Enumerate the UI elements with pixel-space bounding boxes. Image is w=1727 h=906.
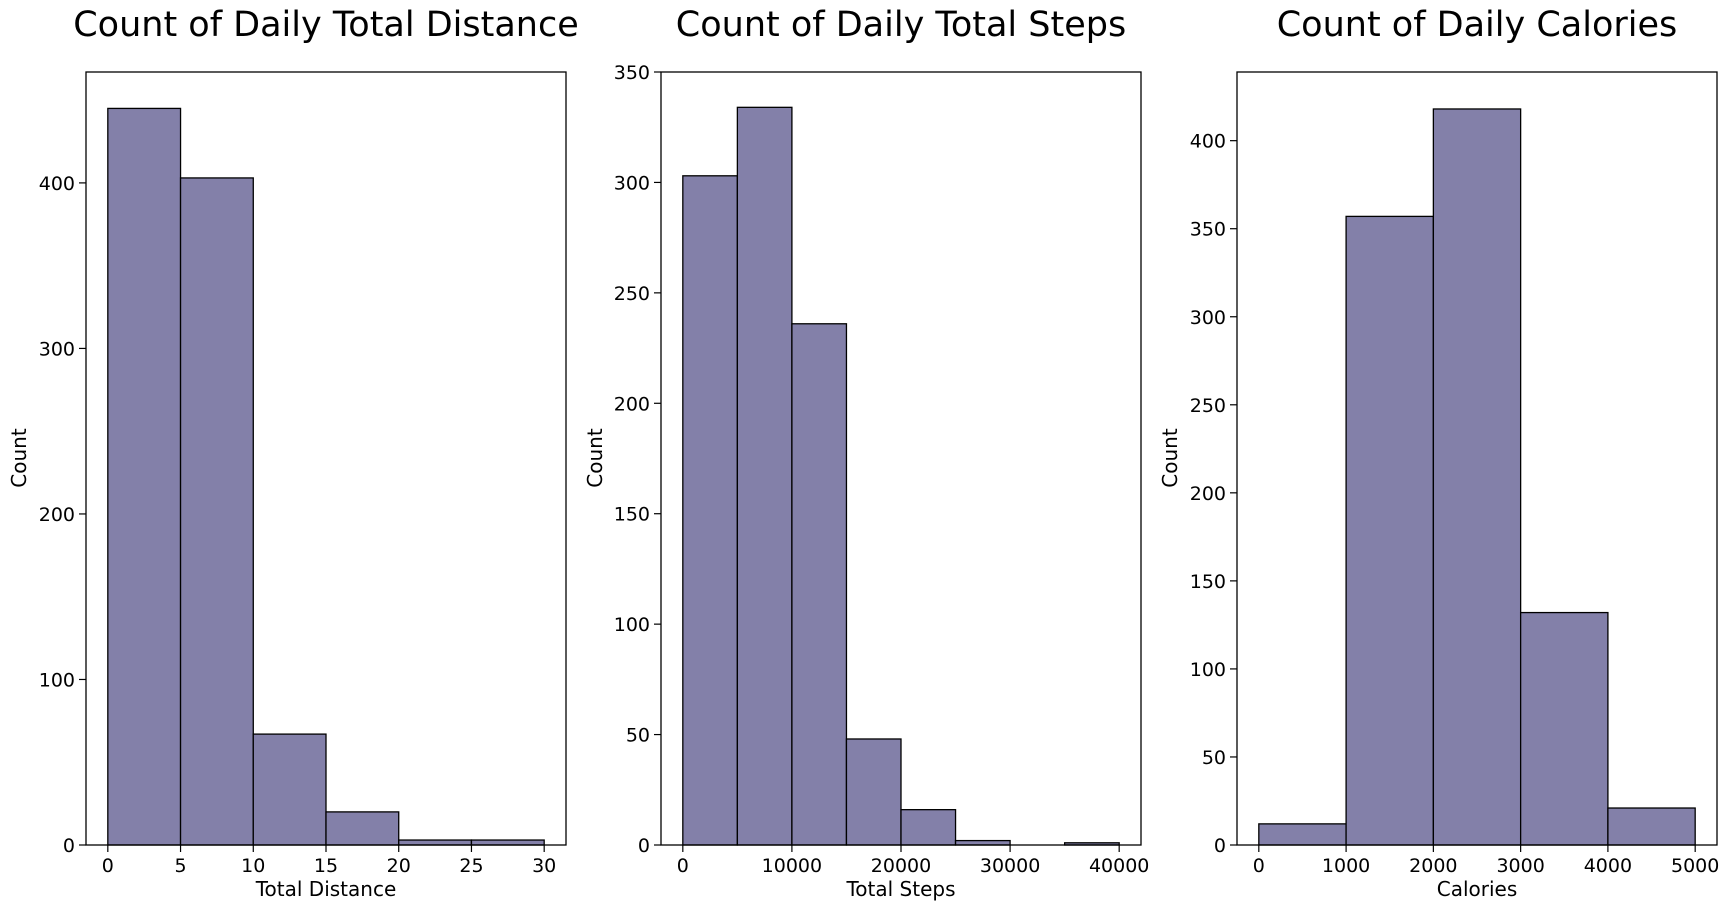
x-tick-label: 3000 [1496, 855, 1544, 877]
y-tick-label: 350 [614, 62, 650, 84]
x-tick-label: 0 [1253, 855, 1265, 877]
histogram-bar [1519, 611, 1609, 846]
panel-total-distance: Count of Daily Total Distance 0 5 10 15 20 25… [7, 5, 579, 901]
y-tick-label: 150 [614, 504, 650, 526]
y-tick-label: 200 [1190, 483, 1226, 505]
x-axis-ticks: 0 10000 20000 30000 40000 [677, 845, 1149, 877]
plot-frame [1236, 71, 1718, 846]
histogram-bar [252, 733, 327, 846]
x-axis-ticks: 0 5 10 15 20 25 30 [102, 845, 556, 877]
histogram-bar [682, 175, 739, 846]
y-tick-label: 150 [1190, 571, 1226, 593]
x-axis-ticks: 0 1000 2000 3000 4000 5000 [1253, 845, 1719, 877]
panel-calories: Count of Daily Calories 0 1000 2000 3000 400… [1158, 5, 1719, 901]
x-axis-label: Calories [1437, 877, 1518, 901]
histogram-bar [1607, 807, 1696, 846]
x-tick-label: 40000 [1089, 855, 1149, 877]
chart-title: Count of Daily Total Steps [676, 5, 1126, 45]
histogram-bar [470, 839, 545, 846]
bars-group [682, 106, 1120, 846]
x-tick-label: 30000 [980, 855, 1040, 877]
histogram-bar [1345, 215, 1435, 846]
x-tick-label: 0 [677, 855, 689, 877]
x-tick-label: 15 [314, 855, 338, 877]
y-tick-label: 0 [638, 835, 650, 857]
x-tick-label: 2000 [1409, 855, 1457, 877]
y-tick-label: 350 [1190, 219, 1226, 241]
panel-total-steps: Count of Daily Total Steps 0 10000 20000 30… [583, 5, 1149, 901]
histogram-bar [845, 738, 902, 846]
y-tick-label: 300 [1190, 307, 1226, 329]
x-tick-label: 20000 [871, 855, 931, 877]
y-tick-label: 250 [614, 283, 650, 305]
x-tick-label: 10 [241, 855, 265, 877]
histogram-bar [1432, 108, 1522, 846]
y-tick-label: 50 [1202, 747, 1226, 769]
histogram-bar [736, 106, 793, 846]
x-tick-label: 5 [174, 855, 186, 877]
y-tick-label: 100 [1190, 659, 1226, 681]
histogram-bar [398, 839, 473, 846]
x-tick-label: 10000 [762, 855, 822, 877]
y-tick-label: 0 [63, 835, 75, 857]
y-axis-label: Count [583, 428, 607, 488]
y-axis-label: Count [1158, 428, 1182, 488]
x-tick-label: 30 [532, 855, 556, 877]
y-axis-ticks: 0 100 200 300 400 [39, 173, 86, 857]
y-tick-label: 400 [39, 173, 75, 195]
chart-title: Count of Daily Total Distance [73, 5, 579, 45]
y-tick-label: 0 [1214, 835, 1226, 857]
x-tick-label: 1000 [1322, 855, 1370, 877]
y-axis-ticks: 0 50 100 150 200 250 300 350 [614, 62, 661, 857]
bars-group [107, 107, 545, 846]
y-tick-label: 300 [39, 338, 75, 360]
x-tick-label: 0 [102, 855, 114, 877]
x-axis-label: Total Steps [845, 877, 955, 901]
histogram-bar [900, 809, 957, 846]
y-tick-label: 200 [39, 504, 75, 526]
y-axis-ticks: 0 50 100 150 200 250 300 350 400 [1190, 131, 1237, 857]
x-tick-label: 5000 [1671, 855, 1719, 877]
histogram-bar [791, 323, 848, 846]
bars-group [1258, 108, 1696, 846]
x-axis-label: Total Distance [255, 877, 397, 901]
y-tick-label: 100 [39, 669, 75, 691]
x-tick-label: 25 [459, 855, 483, 877]
y-tick-label: 50 [626, 725, 650, 747]
histogram-bar [325, 811, 400, 846]
x-tick-label: 4000 [1584, 855, 1632, 877]
y-axis-label: Count [7, 428, 31, 488]
chart-title: Count of Daily Calories [1277, 5, 1678, 45]
y-tick-label: 300 [614, 172, 650, 194]
y-tick-label: 250 [1190, 395, 1226, 417]
y-tick-label: 200 [614, 393, 650, 415]
histogram-bar [107, 107, 182, 846]
histogram-bar [1258, 823, 1347, 846]
histogram-bar [179, 177, 254, 846]
y-tick-label: 100 [614, 614, 650, 636]
y-tick-label: 400 [1190, 131, 1226, 153]
histogram-bar [954, 839, 1011, 846]
x-tick-label: 20 [387, 855, 411, 877]
